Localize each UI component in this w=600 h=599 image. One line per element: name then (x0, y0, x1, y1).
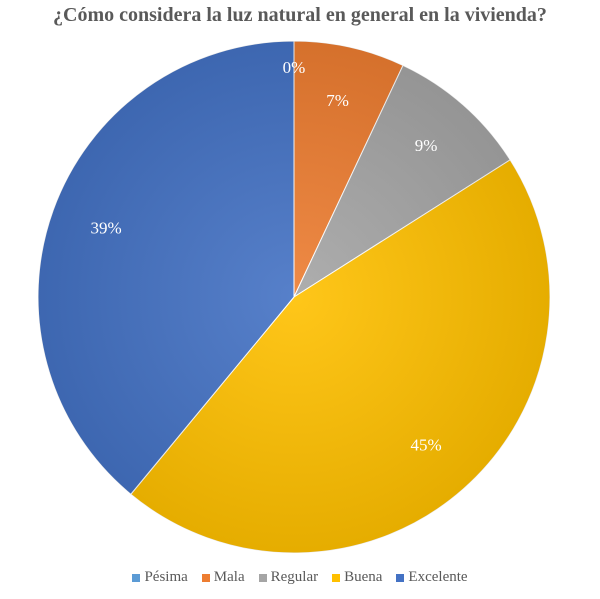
legend-entry-mala: Mala (201, 569, 245, 586)
legend-swatch-mala (201, 573, 210, 582)
legend-label-pesima: Pésima (144, 569, 188, 585)
data-label-pesima: 0% (283, 58, 306, 77)
pie-slices (37, 40, 551, 554)
pie-chart: 0% 7% 9% 45% 39% (37, 40, 551, 554)
legend-swatch-buena (332, 573, 341, 582)
legend-entry-regular: Regular (258, 569, 319, 586)
legend-swatch-pesima (132, 573, 141, 582)
chart-title: ¿Cómo considera la luz natural en genera… (53, 4, 547, 26)
data-label-mala: 7% (326, 91, 349, 110)
legend-swatch-excelente (396, 573, 405, 582)
pie-data-labels: 0% 7% 9% 45% 39% (91, 58, 442, 455)
legend-label-excelente: Excelente (408, 569, 468, 585)
legend-label-buena: Buena (344, 569, 383, 585)
data-label-buena: 45% (410, 436, 441, 455)
data-label-excelente: 39% (91, 218, 122, 237)
legend-entry-pesima: Pésima (132, 569, 188, 586)
data-label-regular: 9% (415, 136, 438, 155)
legend-label-regular: Regular (270, 569, 319, 585)
legend-swatch-regular (258, 573, 267, 582)
legend-entry-excelente: Excelente (396, 569, 468, 586)
legend-entry-buena: Buena (332, 569, 382, 586)
legend-label-mala: Mala (213, 569, 245, 585)
chart-legend: Pésima Mala Regular Buena Excelente (0, 569, 600, 586)
